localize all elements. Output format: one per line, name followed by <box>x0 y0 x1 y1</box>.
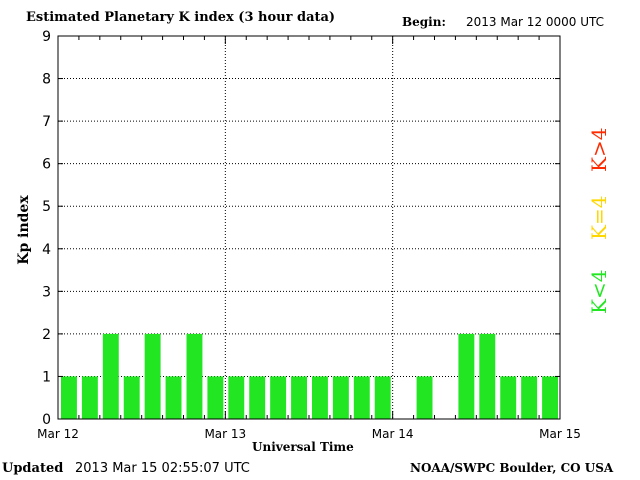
bars <box>61 333 558 419</box>
chart-title: Estimated Planetary K index (3 hour data… <box>26 10 336 25</box>
y-tick-label: 1 <box>42 369 51 385</box>
kp-bar <box>500 376 517 419</box>
kp-bar <box>81 376 98 419</box>
kp-bar <box>228 376 245 419</box>
y-tick-label: 7 <box>42 114 51 130</box>
x-axis-title: Universal Time <box>252 440 354 454</box>
kp-bar <box>249 376 266 419</box>
kp-bar <box>479 333 496 419</box>
y-axis-title: Kp index <box>16 195 32 265</box>
kp-bar <box>291 376 307 419</box>
legend-k-equal-4: K=4 <box>587 195 611 240</box>
x-tick-label: Mar 15 <box>539 427 581 441</box>
y-tick-label: 3 <box>42 284 51 300</box>
kp-bar <box>416 376 433 419</box>
kp-bar <box>270 376 287 419</box>
kp-bar <box>207 376 224 419</box>
kp-bar <box>374 376 391 419</box>
updated-label: Updated <box>2 461 64 476</box>
axis-ticks <box>57 35 561 420</box>
kp-bar <box>353 376 370 419</box>
legend-k-greater-4: K>4 <box>587 127 611 172</box>
y-tick-label: 2 <box>42 327 51 343</box>
x-tick-label: Mar 12 <box>37 427 79 441</box>
y-tick-label: 0 <box>42 412 51 428</box>
y-tick-label: 6 <box>42 157 51 173</box>
kp-bar <box>186 333 203 419</box>
kp-bar <box>61 376 77 419</box>
kp-bar <box>102 333 119 419</box>
kp-bar <box>521 376 538 419</box>
y-tick-label: 4 <box>42 242 51 258</box>
updated-value: 2013 Mar 15 02:55:07 UTC <box>75 461 250 476</box>
kp-bar <box>332 376 349 419</box>
credit-text: NOAA/SWPC Boulder, CO USA <box>410 461 614 475</box>
legend-k-less-4: K<4 <box>587 269 611 314</box>
kp-bar <box>165 376 182 419</box>
y-tick-label: 5 <box>42 199 51 215</box>
x-tick-label: Mar 13 <box>204 427 246 441</box>
tick-labels: 0 1 2 3 4 5 6 7 8 9 Mar 12 Mar 13 Mar 14 Mar 15 <box>37 29 581 441</box>
kp-bar <box>123 376 140 419</box>
kp-bar <box>542 376 558 419</box>
begin-label: Begin: <box>402 15 446 29</box>
kp-bar <box>144 333 161 419</box>
y-tick-label: 8 <box>42 72 51 88</box>
begin-value: 2013 Mar 12 0000 UTC <box>466 15 605 29</box>
x-tick-label: Mar 14 <box>372 427 414 441</box>
kp-bar <box>458 333 475 419</box>
grid-lines <box>58 36 560 419</box>
y-tick-label: 9 <box>42 29 51 45</box>
kp-bar <box>312 376 328 419</box>
